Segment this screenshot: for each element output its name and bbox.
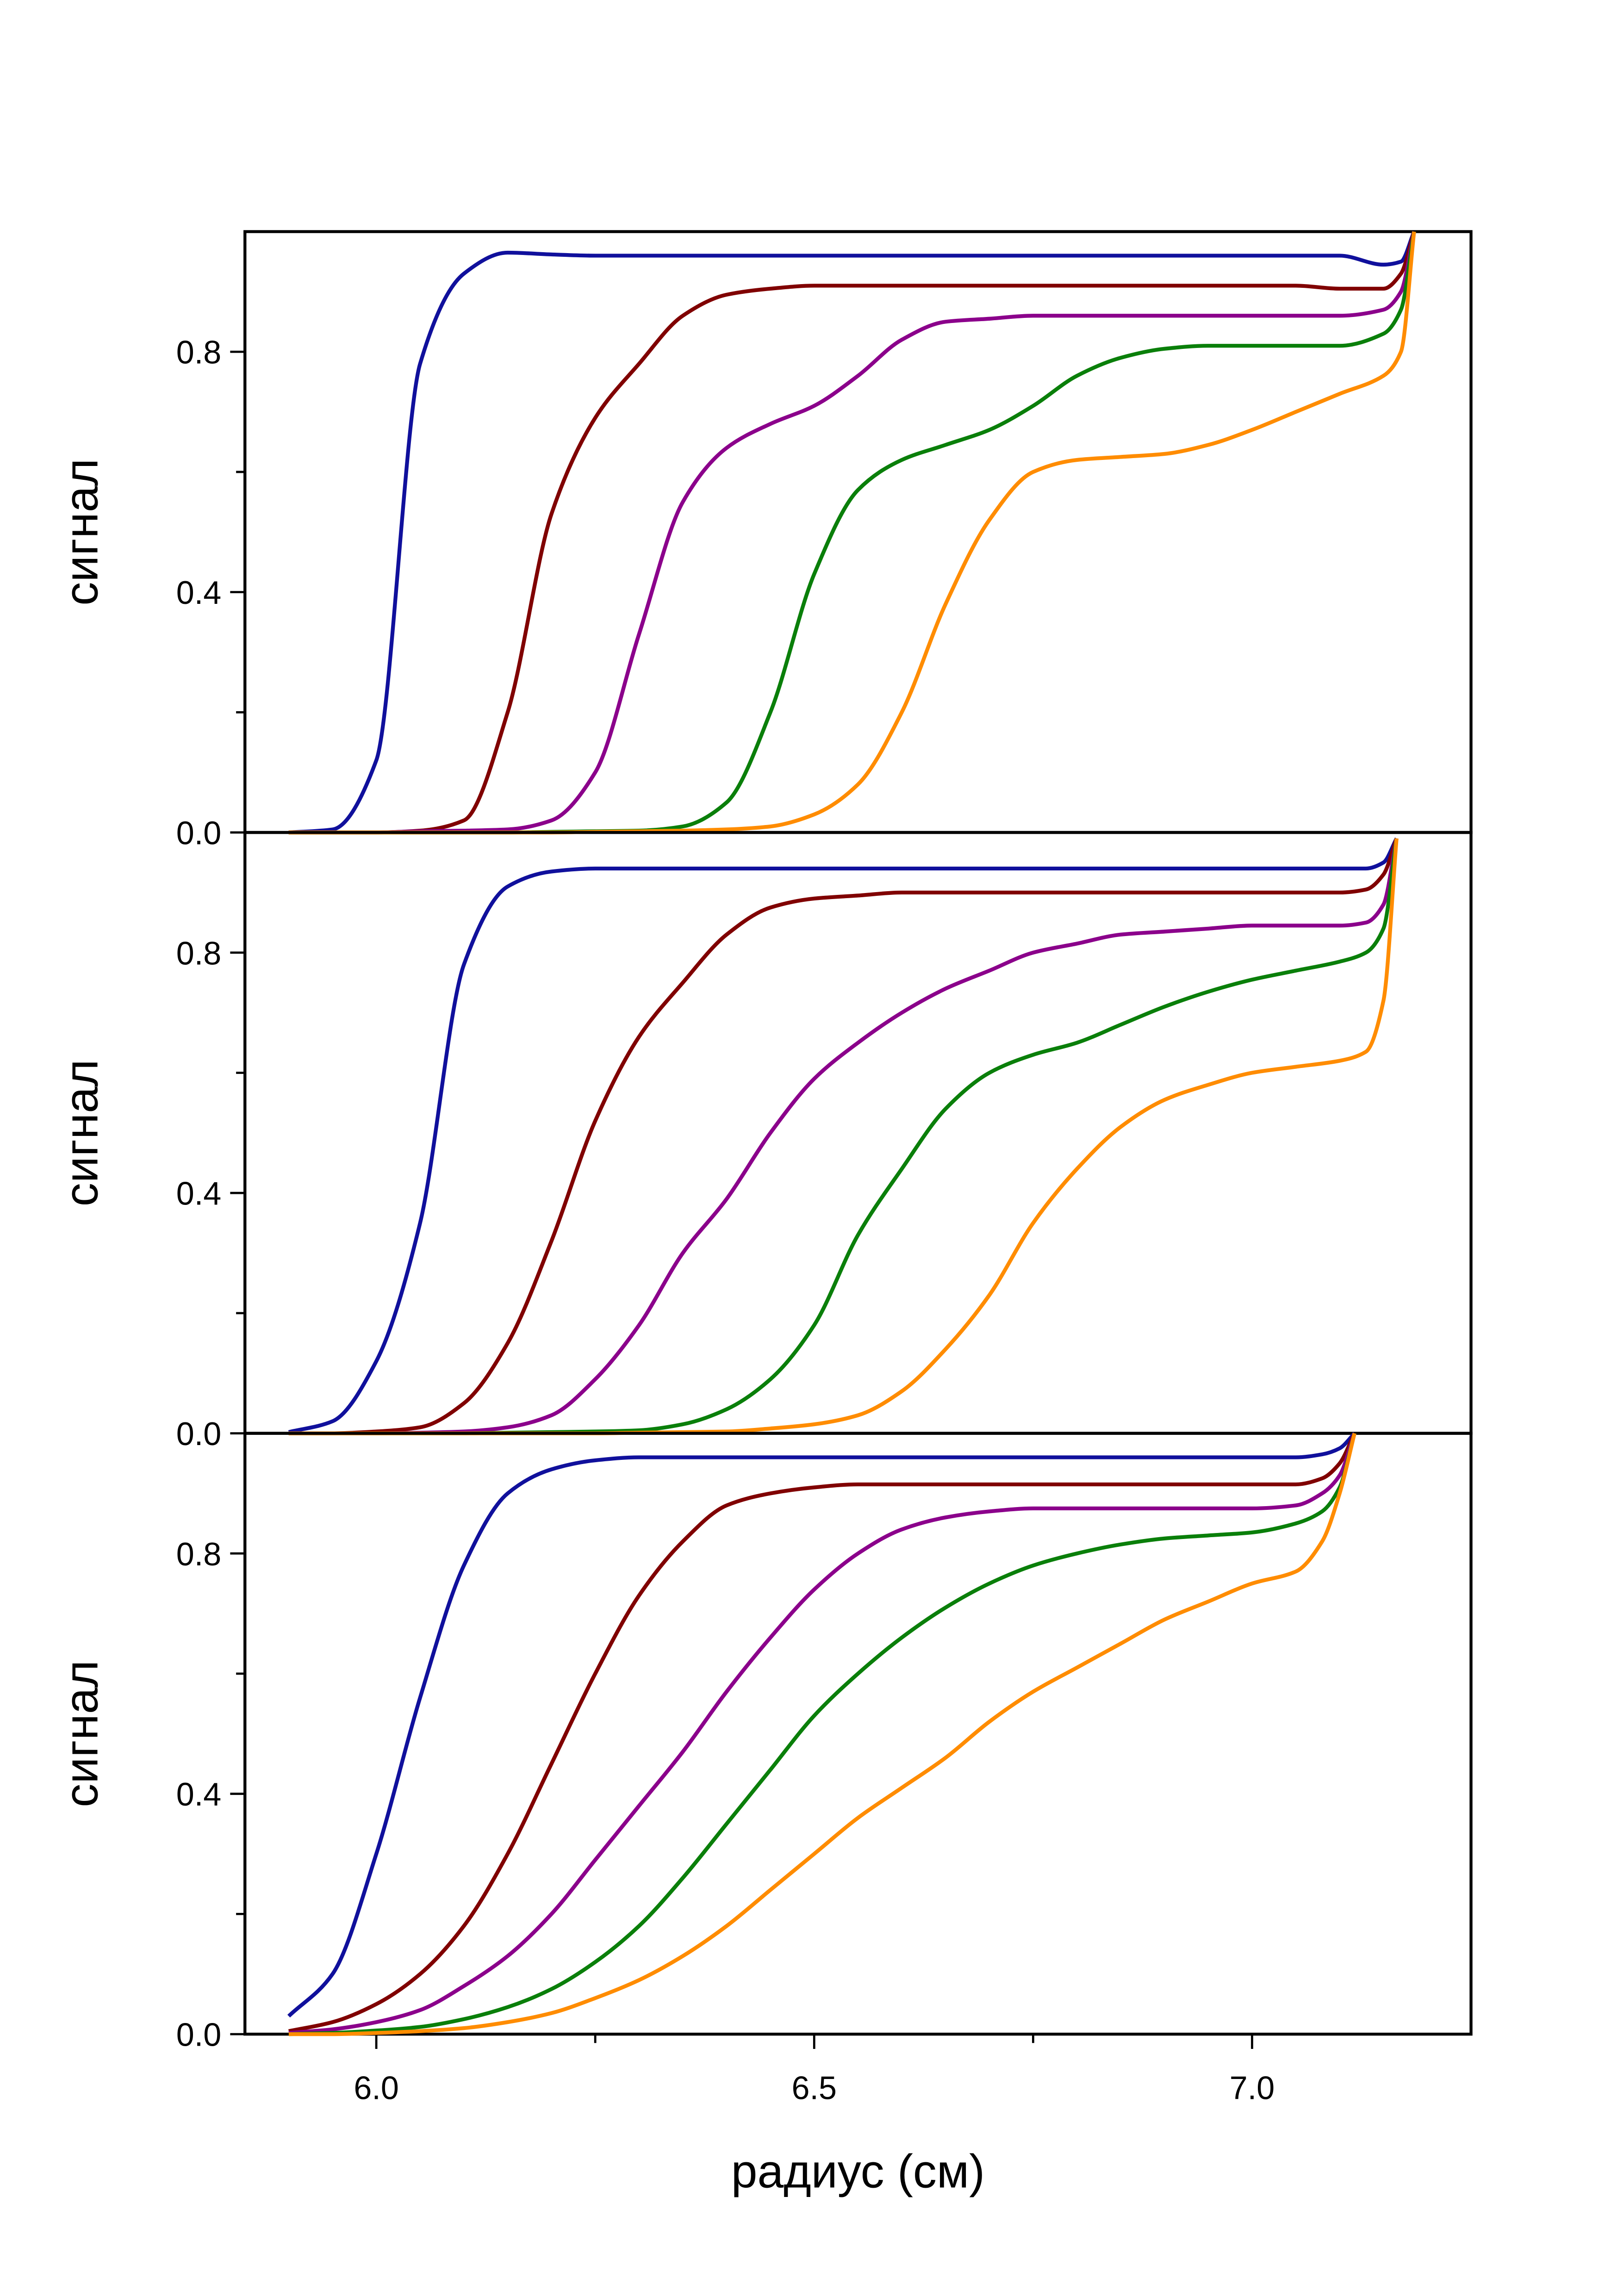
x-tick-label: 7.0 <box>1230 2070 1275 2106</box>
y-tick-label: 0.8 <box>176 335 221 371</box>
data-line <box>288 231 1416 835</box>
y-axis-label: сигнал <box>55 1660 107 1807</box>
data-line <box>288 1432 1356 2033</box>
y-tick-label: 0.4 <box>176 575 221 611</box>
data-line <box>288 230 1416 835</box>
x-tick-label: 6.0 <box>354 2070 398 2106</box>
data-line <box>288 838 1399 1435</box>
y-axis-label: сигнал <box>55 459 107 606</box>
x-axis-label: радиус (см) <box>731 2145 985 2198</box>
y-tick-label: 0.8 <box>176 1536 221 1572</box>
y-tick-label: 0.0 <box>176 1416 221 1452</box>
y-tick-label: 0.8 <box>176 935 221 971</box>
y-tick-label: 0.0 <box>176 2017 221 2053</box>
data-line <box>288 1433 1356 2036</box>
data-line <box>287 1432 1356 2018</box>
y-tick-label: 0.0 <box>176 815 221 851</box>
data-line <box>288 838 1399 1435</box>
y-tick-label: 0.4 <box>176 1776 221 1812</box>
data-line <box>288 1433 1356 2036</box>
plot-frame <box>243 1432 1473 2036</box>
y-tick-label: 0.4 <box>176 1176 221 1212</box>
data-line <box>288 838 1399 1434</box>
data-line <box>288 231 1416 835</box>
data-line <box>288 1433 1356 2035</box>
x-tick-label: 6.5 <box>792 2070 837 2106</box>
y-axis-label: сигнал <box>55 1059 107 1206</box>
